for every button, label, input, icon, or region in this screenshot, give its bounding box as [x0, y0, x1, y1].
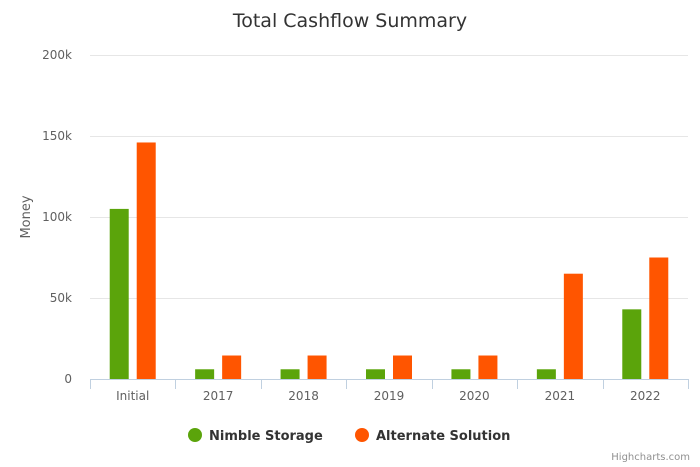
bar-alternate-solution[interactable]: [222, 355, 242, 379]
bars-layer: [109, 142, 669, 380]
y-tick-label: 150k: [42, 129, 72, 143]
y-axis-ticks: 0 50k 100k 150k 200k: [42, 48, 72, 386]
y-tick-label: 0: [64, 372, 72, 386]
x-tick-label: Initial: [116, 389, 149, 403]
x-axis-ticks: Initial 2017 2018 2019 2020 2021 2022: [90, 379, 689, 403]
bar-nimble-storage[interactable]: [622, 309, 642, 379]
bar-nimble-storage[interactable]: [280, 369, 300, 379]
x-tick-label: 2017: [203, 389, 234, 403]
bar-alternate-solution[interactable]: [478, 355, 498, 379]
x-tick-label: 2019: [374, 389, 405, 403]
legend-item-alternate-solution[interactable]: Alternate Solution: [355, 428, 510, 444]
bar-alternate-solution[interactable]: [136, 142, 156, 379]
y-tick-label: 100k: [42, 210, 72, 224]
bar-nimble-storage[interactable]: [195, 369, 215, 379]
grid-layer: [90, 55, 688, 299]
y-axis-title: Money: [19, 195, 34, 238]
bar-nimble-storage[interactable]: [451, 369, 471, 379]
bar-alternate-solution[interactable]: [563, 273, 583, 379]
legend-label: Alternate Solution: [376, 429, 510, 444]
legend-item-nimble-storage[interactable]: Nimble Storage: [188, 428, 323, 444]
x-tick-label: 2022: [630, 389, 661, 403]
bar-nimble-storage[interactable]: [109, 208, 129, 379]
legend: Nimble Storage Alternate Solution: [188, 428, 510, 444]
y-tick-label: 200k: [42, 48, 72, 62]
legend-marker: [188, 428, 202, 442]
legend-marker: [355, 428, 369, 442]
bar-alternate-solution[interactable]: [393, 355, 412, 379]
x-tick-label: 2020: [459, 389, 490, 403]
bar-alternate-solution[interactable]: [307, 355, 327, 379]
x-tick-label: 2021: [545, 389, 576, 403]
chart-title: Total Cashflow Summary: [232, 10, 467, 32]
legend-label: Nimble Storage: [209, 429, 323, 444]
x-tick-label: 2018: [288, 389, 319, 403]
bar-alternate-solution[interactable]: [649, 257, 669, 380]
bar-nimble-storage[interactable]: [536, 369, 556, 379]
y-tick-label: 50k: [50, 291, 72, 305]
credits-link[interactable]: Highcharts.com: [611, 452, 690, 463]
bar-nimble-storage[interactable]: [366, 369, 385, 379]
